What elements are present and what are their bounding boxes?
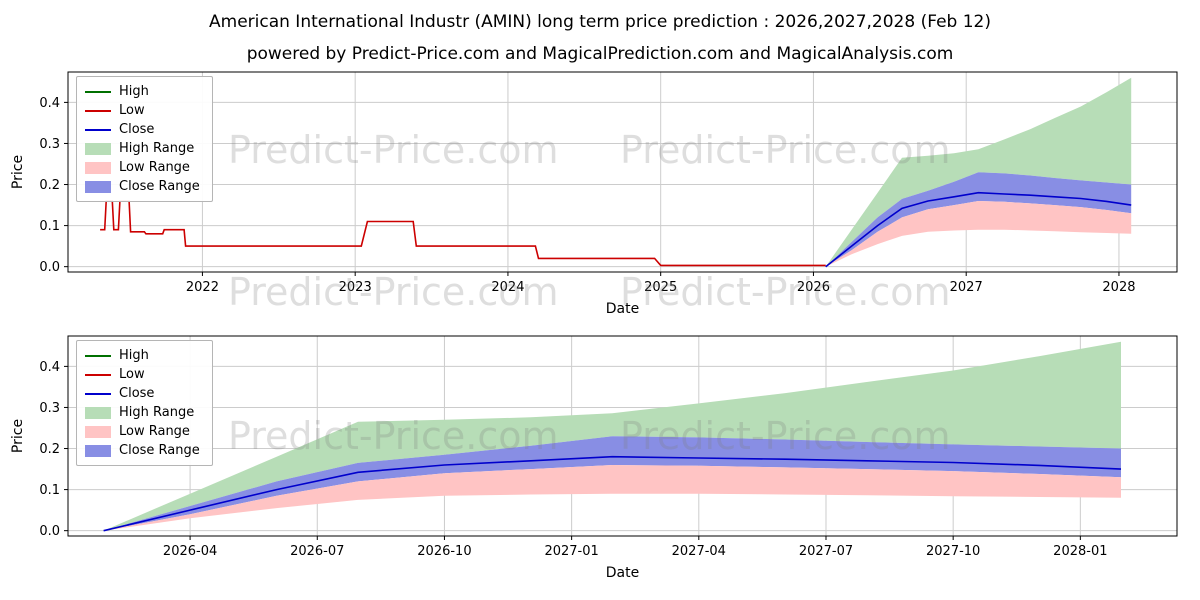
y-tick-label: 0.3 bbox=[39, 137, 60, 152]
y-tick-label: 0.1 bbox=[39, 483, 60, 498]
figure-subtitle: powered by Predict-Price.com and Magical… bbox=[246, 44, 954, 64]
y-tick-label: 0.0 bbox=[39, 260, 60, 275]
legend: High Low Close High Range Low Range Close Ran… bbox=[76, 340, 213, 466]
low-range-band bbox=[103, 465, 1122, 531]
x-axis-label: Date bbox=[606, 301, 639, 317]
x-tick-label: 2025 bbox=[644, 280, 677, 295]
legend-swatch-close-range bbox=[85, 180, 111, 193]
legend-item: Close Range bbox=[85, 442, 200, 459]
legend-swatch-close bbox=[85, 128, 111, 131]
legend-item: Close Range bbox=[85, 178, 200, 195]
legend-label: High Range bbox=[119, 405, 195, 420]
x-tick-label: 2027-01 bbox=[544, 544, 598, 559]
low-range-band bbox=[825, 201, 1132, 267]
price-history-prediction-chart: 2022 2023 2024 2025 2026 2027 2028 0.0 0.1 0.2 0.3… bbox=[10, 71, 1178, 317]
y-tick-label: 0.3 bbox=[39, 401, 60, 416]
close-prediction-line bbox=[825, 191, 1132, 268]
legend: High Low Close High Range Low Range Close Ran… bbox=[76, 76, 213, 202]
legend-label: Close Range bbox=[119, 443, 200, 458]
legend-item: Close bbox=[85, 121, 200, 138]
legend-label: High Range bbox=[119, 141, 195, 156]
legend-label: Low bbox=[119, 103, 145, 118]
legend-swatch-high bbox=[85, 354, 111, 357]
legend-item: Close bbox=[85, 385, 200, 402]
legend-item: Low Range bbox=[85, 159, 200, 176]
close-range-band bbox=[103, 436, 1122, 531]
legend-item: Low bbox=[85, 366, 200, 383]
y-tick-label: 0.1 bbox=[39, 219, 60, 234]
x-tick-label: 2028-01 bbox=[1053, 544, 1107, 559]
legend-swatch-low-range bbox=[85, 161, 111, 174]
high-range-band bbox=[103, 341, 1122, 531]
legend-label: Low Range bbox=[119, 160, 190, 175]
legend-swatch-high-range bbox=[85, 406, 111, 419]
prediction-zoom-chart: 2026-04 2026-07 2026-10 2027-01 2027-04 2027-… bbox=[10, 335, 1178, 581]
legend-swatch-low-range bbox=[85, 425, 111, 438]
close-prediction-line bbox=[103, 455, 1122, 532]
legend-label: Close bbox=[119, 122, 155, 137]
x-axis-label: Date bbox=[606, 565, 639, 581]
y-tick-label: 0.2 bbox=[39, 178, 60, 193]
legend-swatch-high bbox=[85, 90, 111, 93]
x-tick-label: 2024 bbox=[491, 280, 524, 295]
figure-title: American International Industr (AMIN) lo… bbox=[209, 12, 991, 32]
legend-swatch-low bbox=[85, 109, 111, 112]
x-tick-label: 2027 bbox=[950, 280, 983, 295]
low-history-line bbox=[100, 200, 826, 267]
legend-swatch-close bbox=[85, 392, 111, 395]
legend-label: Close bbox=[119, 386, 155, 401]
y-axis-label: Price bbox=[10, 419, 26, 453]
legend-item: High bbox=[85, 347, 200, 364]
x-tick-label: 2026-10 bbox=[417, 544, 471, 559]
legend-label: Close Range bbox=[119, 179, 200, 194]
high-range-band bbox=[825, 77, 1132, 267]
legend-item: High Range bbox=[85, 140, 200, 157]
legend-item: Low Range bbox=[85, 423, 200, 440]
legend-swatch-high-range bbox=[85, 142, 111, 155]
axes-border bbox=[67, 71, 1178, 273]
y-tick-label: 0.4 bbox=[39, 96, 60, 111]
legend-swatch-low bbox=[85, 373, 111, 376]
y-axis-label: Price bbox=[10, 155, 26, 189]
x-tick-label: 2027-10 bbox=[926, 544, 980, 559]
legend-item: High Range bbox=[85, 404, 200, 421]
legend-item: High bbox=[85, 83, 200, 100]
x-tick-label: 2026 bbox=[797, 280, 830, 295]
legend-label: High bbox=[119, 84, 149, 99]
x-tick-label: 2027-04 bbox=[672, 544, 726, 559]
legend-label: Low Range bbox=[119, 424, 190, 439]
legend-label: High bbox=[119, 348, 149, 363]
legend-item: Low bbox=[85, 102, 200, 119]
x-tick-label: 2026-04 bbox=[163, 544, 217, 559]
x-tick-label: 2028 bbox=[1102, 280, 1135, 295]
legend-swatch-close-range bbox=[85, 444, 111, 457]
x-tick-label: 2022 bbox=[186, 280, 219, 295]
close-range-band bbox=[825, 172, 1132, 267]
x-tick-label: 2027-07 bbox=[799, 544, 853, 559]
x-tick-label: 2026-07 bbox=[290, 544, 344, 559]
y-tick-label: 0.2 bbox=[39, 442, 60, 457]
y-tick-label: 0.4 bbox=[39, 360, 60, 375]
x-tick-label: 2023 bbox=[339, 280, 372, 295]
axes-border bbox=[67, 335, 1178, 537]
legend-label: Low bbox=[119, 367, 145, 382]
y-tick-label: 0.0 bbox=[39, 524, 60, 539]
